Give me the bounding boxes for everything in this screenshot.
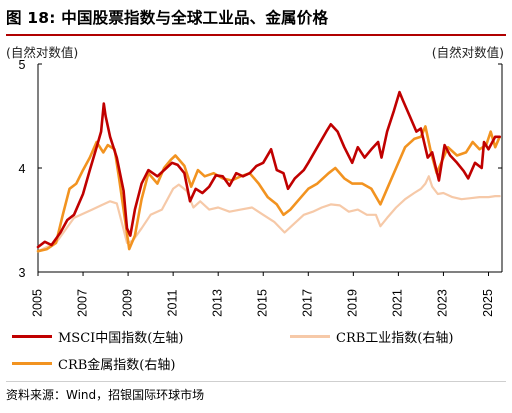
title-bar: 图 18: 中国股票指数与全球工业品、金属价格 xyxy=(6,4,506,36)
x-tick-label: 2025 xyxy=(481,289,495,317)
x-tick-label: 2013 xyxy=(210,289,224,317)
y-tick-label: 4 xyxy=(19,162,26,176)
source-divider xyxy=(6,381,506,382)
y-tick-label: 3 xyxy=(19,266,26,280)
x-tick-label: 2019 xyxy=(346,289,360,317)
series-line-crb-metal xyxy=(36,125,501,253)
left-axis-unit: (自然对数值) xyxy=(6,45,79,60)
y-tick-label: 5 xyxy=(19,58,26,72)
legend-label-crb-industrial: CRB工业指数(右轴) xyxy=(336,330,454,346)
legend-label-crb-metal: CRB金属指数(右轴) xyxy=(58,357,176,373)
legend-item-crb-industrial: CRB工业指数(右轴) xyxy=(290,326,453,346)
legend-label-msci: MSCI中国指数(左轴) xyxy=(58,330,184,346)
series-layer xyxy=(36,90,501,253)
right-axis-unit: (自然对数值) xyxy=(431,45,504,60)
x-tick-label: 2023 xyxy=(436,289,450,317)
x-tick-label: 2015 xyxy=(256,289,270,317)
x-tick-label: 2007 xyxy=(75,289,89,317)
chart-title: 图 18: 中国股票指数与全球工业品、金属价格 xyxy=(6,9,329,27)
x-tick-label: 2017 xyxy=(301,289,315,317)
legend-swatch-crb-metal xyxy=(12,361,52,365)
x-tick-label: 2009 xyxy=(120,289,134,317)
series-line-crb-industrial xyxy=(36,175,501,253)
x-tick-label: 2021 xyxy=(391,289,405,317)
legend-swatch-crb-industrial xyxy=(290,334,330,338)
series-line-msci xyxy=(36,90,501,249)
legend-item-crb-metal: CRB金属指数(右轴) xyxy=(12,353,175,373)
legend-item-msci: MSCI中国指数(左轴) xyxy=(12,326,183,346)
tick-layer: 2005 2007 2009 2011 2013 2015 2017 2019 2021 2023… xyxy=(19,58,502,317)
legend-swatch-msci xyxy=(12,334,52,338)
x-tick-label: 2005 xyxy=(30,289,44,317)
source-note: 资料来源：Wind，招银国际环球市场 xyxy=(6,388,205,402)
x-tick-label: 2011 xyxy=(165,290,179,317)
